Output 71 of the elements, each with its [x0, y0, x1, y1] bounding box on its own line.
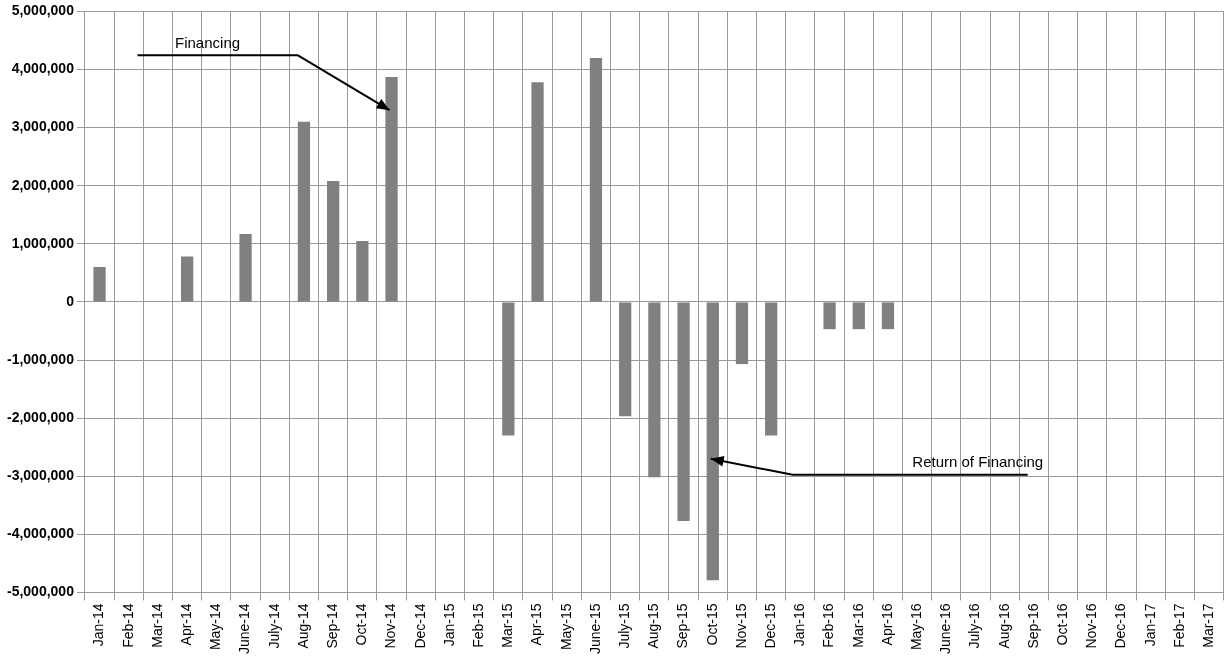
y-tick-label: -1,000,000 [6, 350, 75, 367]
bar [765, 302, 778, 436]
y-tick-label: 5,000,000 [11, 2, 75, 19]
x-tick-label: May-14 [207, 603, 224, 651]
bar [881, 302, 895, 330]
x-tick-label: July-15 [616, 603, 633, 649]
x-tick-label: May-16 [908, 603, 925, 651]
x-tick-label: Feb-17 [1170, 603, 1187, 648]
x-tick-label: June-15 [586, 603, 603, 654]
x-tick-label: Apr-16 [878, 603, 895, 646]
bar [93, 267, 106, 302]
bar [531, 82, 544, 302]
x-tick-label: May-15 [557, 603, 574, 651]
y-tick-label: -2,000,000 [6, 408, 75, 425]
annotation: Financing [175, 33, 241, 51]
x-tick-label: Aug-16 [995, 603, 1012, 649]
x-tick-label: Nov-16 [1083, 603, 1100, 649]
x-tick-label: Mar-15 [499, 603, 516, 648]
y-tick-label: -4,000,000 [6, 525, 75, 542]
x-tick-label: Nov-15 [732, 603, 749, 649]
x-tick-label: Jan-16 [791, 603, 808, 647]
x-tick-label: Dec-16 [1112, 603, 1129, 649]
bar [589, 57, 603, 302]
y-tick-label: 3,000,000 [11, 118, 75, 135]
bar [181, 256, 194, 302]
x-tick-label: Dec-14 [411, 603, 428, 649]
y-tick-label: -3,000,000 [6, 467, 75, 484]
bar [356, 240, 369, 302]
x-tick-label: Feb-16 [820, 603, 837, 648]
bar [297, 121, 311, 302]
bar [677, 302, 690, 521]
bar [385, 77, 398, 302]
bar [648, 302, 661, 478]
bar [706, 302, 719, 581]
y-tick-label: 2,000,000 [11, 176, 75, 193]
bar [327, 181, 340, 302]
x-tick-label: Oct-14 [353, 603, 370, 646]
x-tick-label: Aug-15 [645, 603, 662, 649]
x-tick-label: Mar-17 [1200, 603, 1217, 648]
x-tick-label: July-16 [966, 603, 983, 649]
x-tick-label: Feb-14 [119, 603, 136, 648]
x-tick-label: Dec-15 [762, 603, 779, 649]
x-tick-label: Aug-14 [294, 603, 311, 649]
bar [619, 302, 632, 417]
x-tick-label: Oct-15 [703, 603, 720, 646]
x-tick-label: Jan-15 [440, 603, 457, 647]
y-tick-label: 1,000,000 [11, 234, 75, 251]
x-tick-label: July-14 [265, 603, 282, 649]
annotation: Return of Financing [912, 453, 1044, 471]
x-tick-label: Oct-16 [1054, 603, 1071, 646]
x-tick-label: Apr-14 [178, 603, 195, 646]
x-tick-label: Nov-14 [382, 603, 399, 649]
x-tick-label: Apr-15 [528, 603, 545, 646]
y-tick-label: 4,000,000 [11, 60, 75, 77]
y-tick-label: 0 [66, 292, 75, 309]
x-tick-label: Mar-14 [148, 603, 165, 648]
x-tick-label: June-16 [937, 603, 954, 654]
x-tick-label: Mar-16 [849, 603, 866, 648]
x-tick-label: June-14 [236, 603, 253, 654]
bar [239, 233, 252, 302]
x-tick-label: Sep-14 [324, 603, 341, 649]
bar [502, 302, 515, 436]
bar [852, 302, 865, 330]
y-tick-label: -5,000,000 [6, 583, 75, 600]
x-tick-label: Sep-16 [1024, 603, 1041, 649]
x-tick-label: Jan-17 [1141, 603, 1158, 647]
x-tick-label: Sep-15 [674, 603, 691, 649]
x-tick-label: Jan-14 [90, 603, 107, 647]
bar [735, 302, 749, 365]
x-tick-label: Feb-15 [470, 603, 487, 648]
bar [823, 302, 836, 330]
